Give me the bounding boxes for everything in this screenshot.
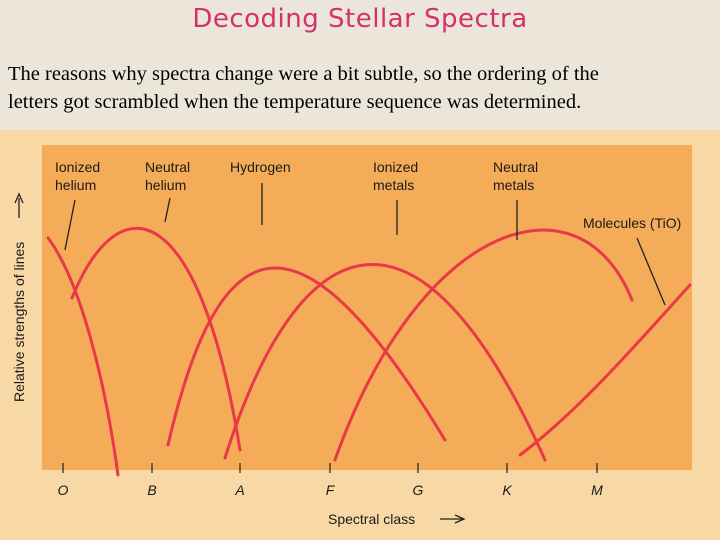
curve-neutral-metals (333, 228, 634, 462)
curve-label: helium (55, 177, 96, 193)
curve-label: Hydrogen (230, 159, 291, 175)
curve-label: metals (373, 177, 414, 193)
x-arrow-head (454, 514, 466, 524)
pointers (64, 183, 666, 306)
class-label: B (147, 482, 156, 498)
class-label: G (413, 482, 424, 498)
curve-label: Molecules (TiO) (583, 215, 681, 231)
curve-ionized-metals (223, 262, 547, 462)
curve-label: Neutral (493, 159, 538, 175)
class-label: A (234, 482, 244, 498)
pointer (164, 197, 171, 223)
curve-molecules (518, 283, 692, 457)
curve-label: Ionized (373, 159, 418, 175)
pointer (636, 237, 666, 306)
curve-neutral-helium (70, 226, 242, 452)
class-label: M (591, 482, 603, 498)
class-label: O (58, 482, 69, 498)
y-arrow-head (14, 192, 24, 204)
pointer (64, 199, 76, 251)
body-line: The reasons why spectra change were a bi… (8, 63, 599, 85)
body-line: letters got scrambled when the temperatu… (8, 91, 582, 113)
curve-label: Neutral (145, 159, 190, 175)
curve-ionized-helium (46, 236, 120, 477)
curve-label: metals (493, 177, 534, 193)
body-text: The reasons why spectra change were a bi… (8, 60, 720, 116)
curve-label: helium (145, 177, 186, 193)
curve-hydrogen (166, 266, 447, 447)
curve-label: Ionized (55, 159, 100, 175)
y-axis-label: Relative strengths of lines (11, 242, 27, 402)
x-axis-label: Spectral class (328, 511, 415, 527)
curves (46, 226, 692, 477)
slide-title: Decoding Stellar Spectra (192, 4, 528, 34)
class-label: F (326, 482, 336, 498)
spectra-figure: Relative strengths of lines Spectral cla… (0, 130, 720, 540)
class-label: K (502, 482, 512, 498)
plot-area (42, 145, 692, 470)
